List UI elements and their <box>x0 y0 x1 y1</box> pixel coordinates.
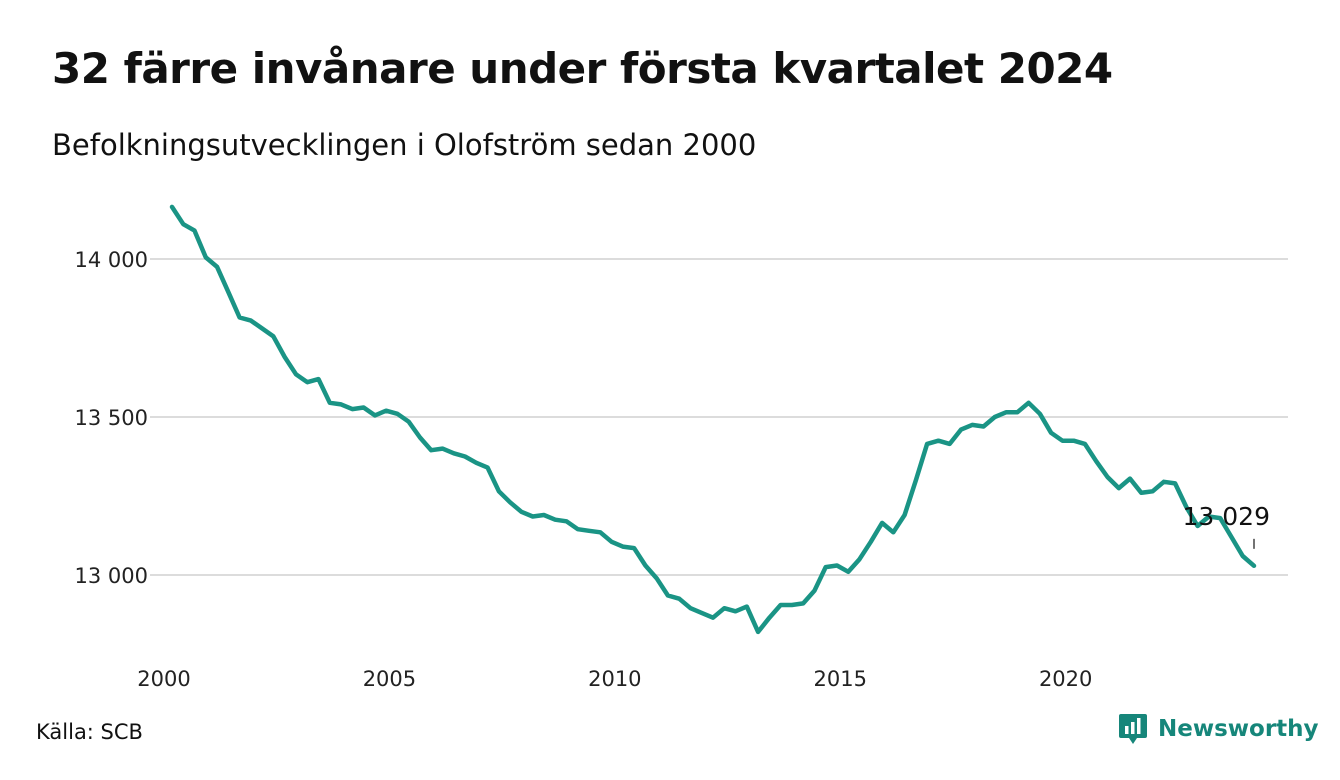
brand-name: Newsworthy <box>1158 716 1319 742</box>
y-tick-label: 13 500 <box>75 406 148 430</box>
x-tick-label: 2015 <box>814 667 867 691</box>
brand-logo: Newsworthy <box>1118 712 1319 746</box>
axis-labels: 13 000 13 500 14 000 2000 2005 2010 2015 2020 <box>75 248 1093 691</box>
x-tick-label: 2010 <box>588 667 641 691</box>
y-tick-label: 13 000 <box>75 564 148 588</box>
x-tick-label: 2005 <box>363 667 416 691</box>
series-line <box>169 204 1257 635</box>
newsworthy-logo-icon <box>1119 714 1147 744</box>
annotations: 13 029 <box>1183 502 1270 549</box>
chart-title: 32 färre invånare under första kvartalet… <box>52 44 1113 93</box>
source-label: Källa: SCB <box>36 720 143 744</box>
gridlines <box>150 258 1288 576</box>
x-tick-label: 2020 <box>1039 667 1092 691</box>
end-value-label: 13 029 <box>1183 502 1270 531</box>
y-tick-label: 14 000 <box>75 248 148 272</box>
chart-subtitle: Befolkningsutvecklingen i Olofström seda… <box>52 128 757 162</box>
x-tick-label: 2000 <box>137 667 190 691</box>
series <box>169 204 1257 635</box>
